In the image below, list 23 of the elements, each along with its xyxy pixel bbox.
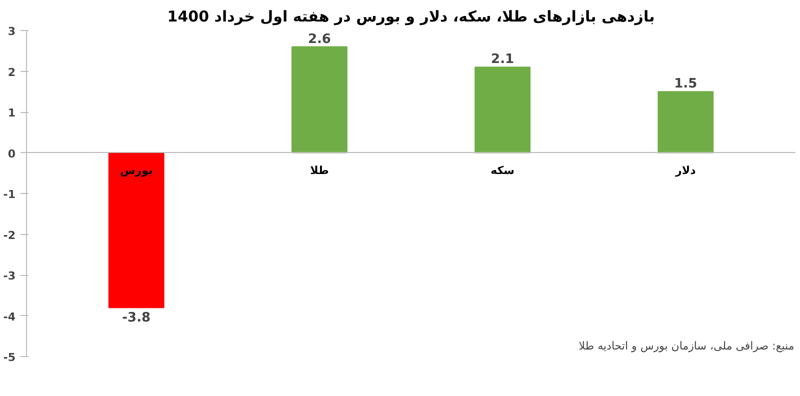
bar — [291, 46, 348, 154]
y-tick-label: 2 — [8, 66, 16, 79]
data-label: -3.8 — [122, 310, 151, 326]
bar — [658, 91, 714, 154]
y-tick-label: -4 — [3, 310, 16, 324]
y-tick-label: -1 — [3, 188, 16, 201]
y-tick-label: -5 — [3, 351, 16, 364]
x-tick-label: طلا — [310, 164, 329, 177]
data-label: 2.1 — [491, 52, 514, 68]
y-tick-label: -2 — [3, 228, 16, 242]
annotation: منبع: صرافی ملی، سازمان بورس و اتحادیه طلا — [578, 340, 794, 352]
x-tick-label: سکه — [490, 164, 514, 177]
data-label: 1.5 — [674, 76, 698, 92]
y-tick-label: 3 — [8, 25, 16, 38]
x-tick-label: دلار — [674, 164, 696, 177]
bar — [474, 66, 531, 154]
chart-title: بازدهی بازارهای طلا، سکه، دلار و بورس در هفته اول خرداد 1400 — [167, 8, 655, 26]
data-label: 2.6 — [308, 32, 331, 47]
x-tick-label: بورس — [120, 164, 153, 177]
y-tick-label: -3 — [3, 270, 16, 282]
y-tick-label: 1 — [8, 106, 16, 120]
bar — [108, 152, 164, 308]
y-tick-label: 0 — [8, 147, 16, 160]
